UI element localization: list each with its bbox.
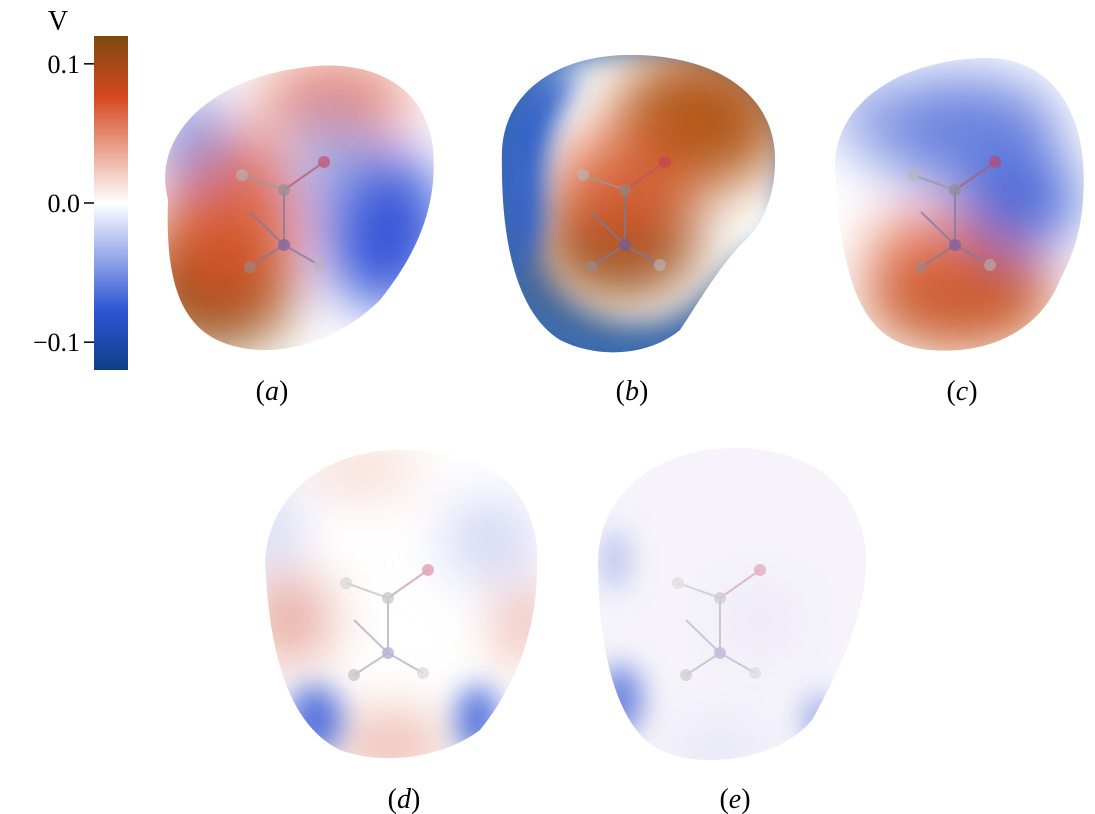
panel-d-surface (265, 450, 538, 759)
panel-b: (b) (501, 55, 775, 407)
panel-a-surface (165, 65, 434, 350)
colorbar-ticks: 0.1 0.0 −0.1 (33, 50, 94, 357)
panel-a-caption: (a) (256, 376, 289, 407)
panel-c-surface (835, 57, 1084, 351)
colorbar-tick-label: 0.1 (48, 50, 81, 79)
panel-a: (a) (165, 65, 434, 407)
colorbar-unit-label: V (48, 6, 68, 37)
colorbar-tick-label: −0.1 (33, 328, 80, 357)
panel-e: (e) (598, 447, 867, 814)
colorbar-tick-label: 0.0 (48, 189, 81, 218)
colorbar-gradient (94, 36, 128, 370)
panel-e-caption: (e) (719, 784, 750, 814)
panel-b-surface (501, 55, 775, 353)
panel-d-caption: (d) (388, 784, 421, 814)
panel-d: (d) (265, 450, 538, 814)
panel-c-caption: (c) (946, 376, 977, 407)
panel-c: (c) (835, 57, 1084, 407)
panel-b-caption: (b) (616, 376, 649, 407)
panel-e-surface (598, 447, 867, 760)
colorbar: V 0.1 0.0 −0.1 (33, 6, 128, 370)
